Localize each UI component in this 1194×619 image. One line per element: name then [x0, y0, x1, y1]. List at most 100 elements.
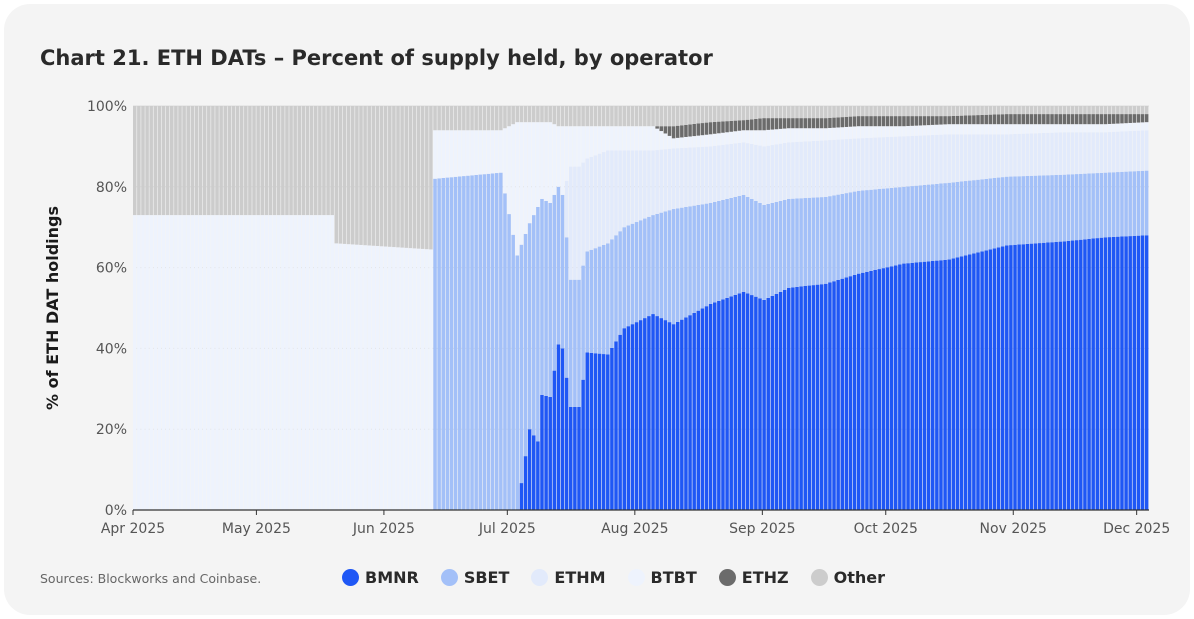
bar-segment-other	[1046, 106, 1050, 115]
bar-segment-btbt	[1017, 124, 1021, 134]
bar-segment-ethz	[704, 122, 709, 135]
bar-segment-ethz	[708, 122, 713, 135]
bar-segment-sbet	[433, 178, 437, 510]
bar-segment-other	[174, 106, 178, 216]
bar-segment-other	[1074, 106, 1079, 115]
bar-segment-sbet	[1120, 171, 1124, 237]
bar-segment-other	[1021, 106, 1025, 115]
bar-segment-ethz	[1083, 114, 1087, 125]
bar-segment-other	[429, 106, 433, 250]
bar-segment-other	[758, 106, 762, 119]
bar-segment-btbt	[984, 124, 988, 135]
bar-segment-ethm	[1140, 130, 1145, 171]
bar-segment-btbt	[692, 136, 696, 148]
bar-segment-btbt	[1070, 124, 1075, 133]
bar-segment-ethz	[791, 118, 795, 129]
bar-segment-btbt	[988, 124, 993, 135]
bar-segment-btbt	[1074, 124, 1079, 133]
bar-segment-other	[334, 106, 339, 244]
bar-day-111	[589, 106, 594, 510]
bar-segment-sbet	[647, 216, 651, 317]
bar-segment-bmnr	[725, 297, 729, 510]
bar-segment-bmnr	[959, 256, 964, 510]
bar-segment-ethm	[585, 158, 589, 252]
bar-day-47	[326, 106, 330, 510]
bar-day-106	[569, 106, 573, 510]
bar-day-171	[836, 106, 840, 510]
bar-day-246	[1144, 106, 1149, 510]
bar-segment-other	[503, 106, 507, 129]
bar-segment-sbet	[910, 186, 914, 263]
bar-segment-ethz	[881, 116, 886, 127]
bar-segment-btbt	[293, 215, 297, 510]
bar-segment-bmnr	[1099, 237, 1104, 510]
bar-segment-sbet	[1091, 173, 1095, 239]
bar-segment-ethz	[733, 120, 738, 132]
bar-day-188	[906, 106, 910, 510]
bar-day-222	[1046, 106, 1050, 511]
bar-segment-ethm	[959, 134, 964, 182]
bar-segment-btbt	[133, 215, 137, 510]
bars	[133, 106, 1149, 511]
bar-day-140	[708, 106, 713, 510]
bar-day-41	[301, 106, 306, 510]
bar-day-68	[412, 106, 417, 510]
bar-segment-bmnr	[972, 253, 976, 510]
bar-segment-sbet	[708, 202, 713, 304]
legend: BMNR SBET ETHM BTBT ETHZ Other	[342, 568, 907, 587]
bar-segment-btbt	[930, 124, 935, 136]
bar-segment-other	[449, 106, 454, 131]
bar-segment-sbet	[630, 223, 635, 325]
bar-segment-other	[828, 106, 832, 118]
bar-segment-other	[741, 106, 746, 121]
bar-segment-other	[684, 106, 688, 125]
bar-segment-ethz	[992, 114, 997, 125]
bar-segment-ethz	[1107, 114, 1112, 124]
bar-segment-bmnr	[638, 320, 643, 510]
bar-day-37	[285, 106, 289, 510]
bar-segment-bmnr	[704, 306, 709, 510]
bar-segment-other	[412, 106, 417, 249]
legend-swatch	[440, 569, 458, 586]
bar-segment-ethm	[770, 145, 775, 203]
bar-segment-ethz	[955, 115, 960, 125]
bar-segment-ethm	[1116, 131, 1120, 173]
bar-segment-ethz	[1095, 114, 1100, 125]
bar-segment-other	[877, 106, 882, 117]
bar-segment-sbet	[819, 197, 824, 285]
bar-segment-bmnr	[569, 406, 573, 510]
bar-segment-other	[186, 106, 190, 216]
bar-segment-btbt	[1054, 124, 1058, 133]
bar-day-166	[815, 106, 820, 510]
bar-segment-other	[733, 106, 738, 121]
bar-day-121	[630, 106, 635, 510]
bar-segment-other	[832, 106, 836, 118]
bar-segment-other	[560, 106, 565, 127]
bar-segment-btbt	[239, 215, 244, 510]
bar-segment-btbt	[1087, 124, 1091, 133]
bar-day-220	[1037, 106, 1042, 510]
bar-segment-sbet	[1021, 176, 1025, 245]
bar-segment-btbt	[898, 126, 902, 137]
bar-segment-bmnr	[729, 296, 733, 510]
bar-segment-ethz	[1037, 114, 1042, 125]
bar-day-118	[618, 106, 622, 510]
bar-segment-btbt	[750, 130, 754, 144]
bar-segment-other	[289, 106, 293, 216]
bar-segment-ethz	[972, 115, 976, 125]
bar-segment-ethm	[935, 134, 939, 184]
x-tick-label: Nov 2025	[980, 521, 1047, 537]
bar-segment-other	[811, 106, 816, 119]
bar-segment-btbt	[223, 215, 227, 510]
bar-segment-btbt	[215, 215, 219, 510]
bar-day-124	[643, 106, 647, 510]
bar-segment-ethz	[696, 123, 701, 136]
bar-segment-other	[1107, 106, 1112, 115]
bar-segment-ethz	[988, 114, 993, 125]
bar-segment-sbet	[544, 200, 548, 396]
bar-segment-sbet	[758, 202, 762, 299]
bar-segment-btbt	[795, 128, 799, 142]
bar-segment-ethm	[988, 134, 993, 179]
bar-segment-other	[170, 106, 174, 216]
bar-segment-sbet	[815, 197, 820, 285]
